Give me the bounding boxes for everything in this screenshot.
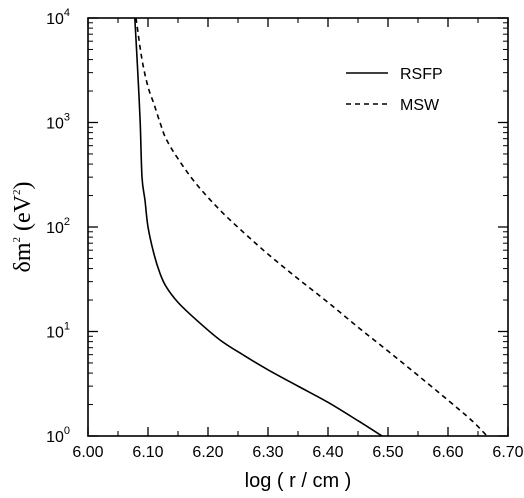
y-axis-label-suffix: ) [10, 182, 36, 190]
y-tick-label: 104 [46, 7, 70, 28]
y-axis-label: δm2 (eV2) [10, 182, 36, 273]
x-tick-label: 6.00 [72, 444, 103, 461]
y-tick-label: 101 [46, 321, 70, 342]
legend: RSFP MSW [346, 66, 443, 114]
plot-frame [87, 17, 509, 437]
series-layer [134, 17, 488, 437]
x-tick-label: 6.40 [312, 444, 343, 461]
y-tick-labels: 100 101 102 103 104 [46, 7, 70, 446]
x-tick-label: 6.20 [192, 444, 223, 461]
y-axis-label-sup1: 2 [11, 237, 23, 243]
y-tick-label: 102 [46, 216, 70, 237]
series-line-rsfp [134, 17, 383, 437]
legend-label-rsfp: RSFP [400, 66, 443, 83]
x-tick-label: 6.10 [132, 444, 163, 461]
x-tick-label: 6.70 [492, 444, 523, 461]
y-tick-label: 103 [46, 112, 70, 133]
ticks-layer [87, 17, 509, 437]
y-tick-label: 100 [46, 425, 70, 446]
series-line-msw [135, 17, 488, 437]
y-axis-label-mid: (eV [10, 194, 36, 237]
legend-label-msw: MSW [400, 97, 440, 114]
x-tick-label: 6.60 [432, 444, 463, 461]
x-tick-label: 6.30 [252, 444, 283, 461]
y-axis-label-prefix: δm [10, 242, 36, 272]
y-axis-label-sup2: 2 [11, 190, 23, 196]
x-axis-label: log ( r / cm ) [245, 470, 352, 492]
x-tick-label: 6.50 [372, 444, 403, 461]
x-tick-labels: 6.00 6.10 6.20 6.30 6.40 6.50 6.60 6.70 [72, 444, 523, 461]
